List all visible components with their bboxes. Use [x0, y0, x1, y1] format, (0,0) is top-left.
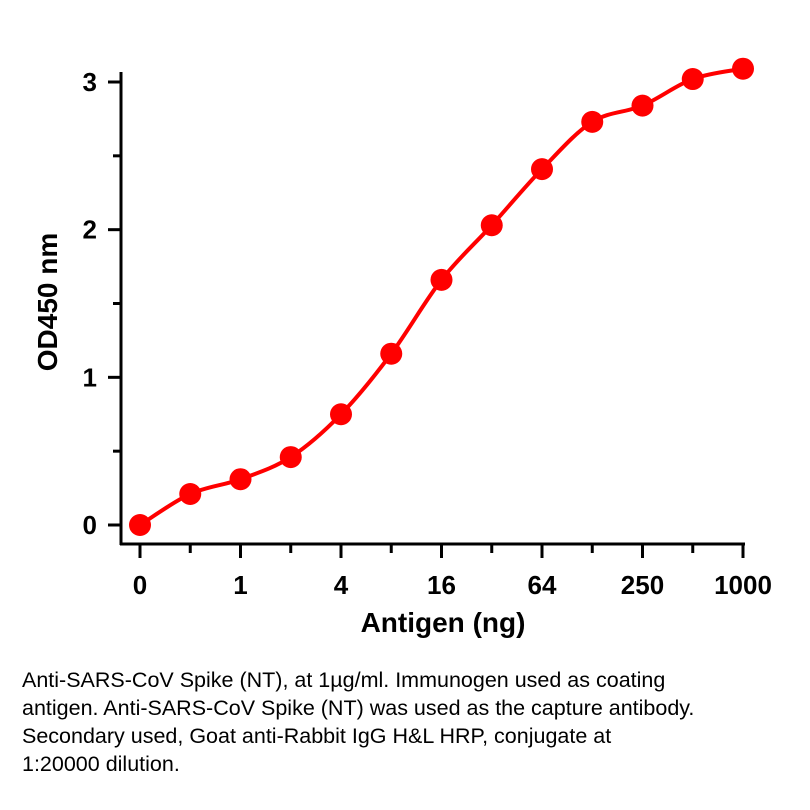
y-tick-label: 3 [83, 67, 97, 97]
data-point [179, 482, 202, 505]
caption-line: Anti-SARS-CoV Spike (NT), at 1µg/ml. Imm… [22, 668, 666, 692]
y-tick-label: 0 [83, 510, 97, 540]
ticks [108, 80, 745, 558]
x-axis-title: Antigen (ng) [361, 607, 526, 638]
data-point [631, 94, 654, 117]
data-point [732, 57, 754, 80]
data-point [229, 468, 252, 491]
caption-line: antigen. Anti-SARS-CoV Spike (NT) was us… [22, 696, 695, 720]
figure-caption: Anti-SARS-CoV Spike (NT), at 1µg/ml. Imm… [22, 666, 797, 778]
data-point [129, 514, 151, 536]
data-point [330, 403, 352, 426]
y-tick-label: 1 [83, 362, 97, 392]
x-tick-label: 64 [528, 570, 557, 600]
y-tick-label: 2 [83, 215, 97, 245]
fitted-curve [138, 66, 744, 527]
caption-line: 1:20000 dilution. [22, 752, 180, 776]
x-tick-label: 250 [621, 570, 664, 600]
x-tick-label: 0 [133, 570, 147, 600]
axes [119, 72, 745, 546]
data-point [480, 214, 503, 237]
data-point [681, 68, 704, 91]
fitted-curve-layer [138, 66, 744, 527]
data-points [129, 57, 754, 536]
data-point [380, 342, 403, 365]
caption-line: Secondary used, Goat anti-Rabbit IgG H&L… [22, 724, 612, 748]
x-tick-label: 4 [334, 570, 349, 600]
data-point [531, 158, 553, 181]
data-point [279, 446, 302, 469]
tick-labels: 0 1 2 3 0 1 4 16 64 250 1000 [83, 67, 772, 600]
y-axis-title: OD450 nm [32, 233, 63, 372]
data-point [581, 110, 604, 133]
x-tick-label: 1 [233, 570, 247, 600]
od450-chart: 0 1 2 3 0 1 4 16 64 250 1000 Antigen (ng) OD450 nm [32, 57, 772, 638]
x-tick-label: 1000 [714, 570, 772, 600]
data-point [430, 268, 453, 291]
x-tick-label: 16 [427, 570, 456, 600]
